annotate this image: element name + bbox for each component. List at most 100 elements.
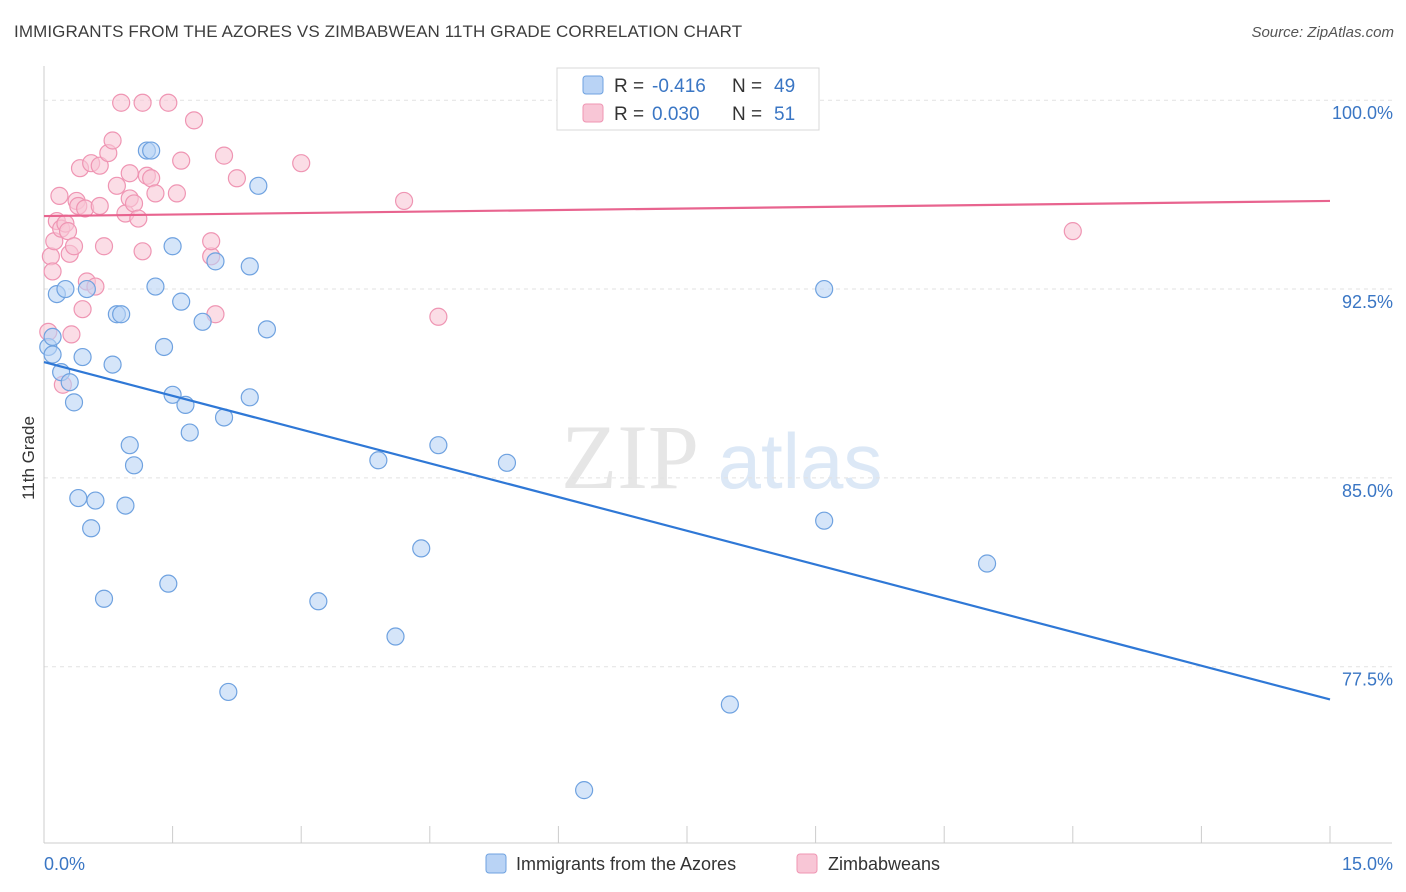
zimbabwean-point — [90, 196, 109, 216]
azores-point — [575, 781, 594, 800]
y-tick-label: 100.0% — [1332, 103, 1393, 123]
zimbabwean-point — [133, 242, 152, 261]
azores-n-value: 49 — [774, 76, 795, 97]
zim-n-value: 51 — [774, 104, 795, 125]
zimbabwean-point — [159, 93, 178, 112]
zimbabwean-point — [227, 169, 246, 188]
chart-title: IMMIGRANTS FROM THE AZORES VS ZIMBABWEAN… — [14, 22, 743, 41]
zimbabwean-point — [94, 237, 114, 256]
zimbabwean-point — [41, 247, 60, 266]
azores-point — [497, 453, 517, 472]
y-tick-label: 92.5% — [1342, 292, 1393, 312]
stats-legend: R = -0.416 N = 49 R = 0.030 N = 51 — [556, 67, 820, 131]
azores-point — [120, 436, 139, 455]
bottom-legend: Immigrants from the Azores Zimbabweans — [485, 853, 940, 874]
zim-legend-swatch — [582, 103, 604, 123]
zimbabwean-point — [124, 194, 144, 213]
azores-point — [219, 682, 238, 702]
azores-point — [94, 589, 114, 608]
azores-point — [386, 627, 405, 646]
zimbabwean-point — [62, 325, 81, 344]
y-tick-label: 77.5% — [1342, 670, 1393, 690]
zimbabwean-point — [172, 151, 191, 170]
zimbabwean-point — [292, 154, 311, 173]
azores-point — [163, 237, 182, 256]
zimbabweans-points — [39, 93, 1082, 394]
azores-point — [82, 519, 101, 538]
zimbabwean-point — [1063, 222, 1082, 241]
zimbabwean-point — [184, 111, 204, 130]
watermark-atlas: atlas — [718, 417, 883, 505]
zimbabwean-point — [133, 93, 152, 112]
zimbabwean-point — [429, 307, 448, 326]
azores-n-label: N = — [732, 76, 762, 97]
azores-point — [815, 511, 834, 530]
azores-point — [43, 345, 62, 364]
x-tick-label: 0.0% — [44, 854, 85, 874]
azores-point — [77, 279, 96, 299]
zimbabwean-point — [73, 300, 92, 319]
azores-point — [69, 488, 88, 508]
zimbabwean-point — [120, 164, 139, 183]
azores-point — [720, 695, 739, 714]
tick-labels: 77.5% 85.0% 92.5% 100.0% 0.0% 15.0% — [44, 103, 1393, 874]
azores-point — [206, 252, 225, 271]
azores-point — [309, 592, 328, 611]
azores-point — [116, 496, 135, 515]
azores-point — [56, 279, 75, 299]
azores-point — [977, 554, 997, 573]
azores-point — [124, 456, 144, 475]
zimbabwean-point — [112, 93, 131, 112]
azores-bottom-label: Immigrants from the Azores — [516, 854, 736, 874]
zimbabwean-point — [202, 232, 221, 251]
azores-point — [146, 277, 165, 296]
zimbabwean-point — [142, 169, 161, 188]
azores-point — [159, 574, 178, 593]
zimbabwean-point — [167, 184, 186, 203]
zimbabwean-point — [58, 222, 78, 241]
zim-r-label: R = — [614, 104, 644, 125]
azores-r-value: -0.416 — [652, 76, 706, 97]
zimbabwean-point — [214, 146, 234, 165]
zimbabwean-point — [103, 131, 122, 150]
azores-point — [815, 279, 834, 299]
azores-point — [180, 423, 199, 442]
azores-point — [369, 451, 388, 470]
azores-point — [249, 176, 268, 195]
y-tick-label: 85.0% — [1342, 481, 1393, 501]
trend-lines — [43, 199, 1331, 701]
azores-point — [103, 355, 122, 374]
azores-point — [86, 491, 105, 510]
zim-bottom-swatch — [796, 853, 818, 874]
watermark-zip: ZIP — [561, 406, 699, 508]
zimbabwean-point — [146, 184, 165, 203]
zim-n-label: N = — [732, 104, 762, 125]
zim-bottom-label: Zimbabweans — [828, 854, 940, 874]
azores-point — [154, 337, 174, 357]
y-axis-label: 11th Grade — [19, 416, 38, 500]
azores-point — [112, 305, 131, 324]
azores-point — [43, 327, 62, 346]
azores-r-label: R = — [614, 76, 644, 97]
zimbabwean-point — [43, 262, 62, 281]
zimbabwean-point — [50, 186, 69, 205]
azores-point — [64, 393, 84, 412]
zimbabwean-trend-line — [43, 199, 1331, 218]
zimbabwean-point — [64, 237, 84, 256]
azores-point — [172, 292, 191, 311]
gridlines — [44, 99, 1392, 668]
zimbabwean-point — [107, 176, 126, 195]
zim-r-value: 0.030 — [652, 104, 700, 125]
zimbabwean-point — [129, 209, 148, 228]
azores-point — [429, 436, 448, 455]
azores-point — [60, 373, 79, 392]
azores-point — [193, 312, 212, 331]
source-label: Source: ZipAtlas.com — [1251, 24, 1394, 41]
azores-point — [412, 539, 431, 558]
azores-point — [240, 257, 259, 276]
azores-bottom-swatch — [485, 853, 507, 874]
zimbabwean-point — [394, 191, 414, 211]
zimbabwean-point — [90, 156, 109, 175]
azores-points — [39, 141, 997, 800]
